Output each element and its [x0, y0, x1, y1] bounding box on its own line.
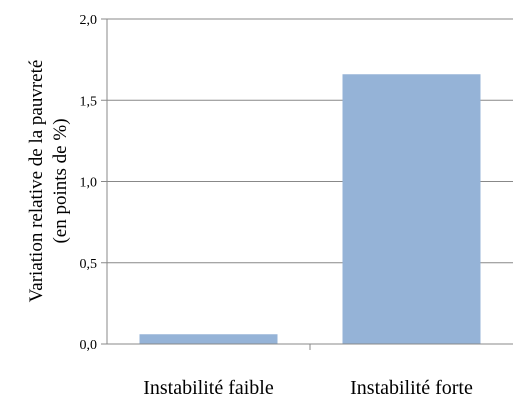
y-tick-label: 1,0: [80, 176, 98, 191]
y-tick-label: 0,0: [80, 338, 98, 353]
y-axis-title-line-1: Variation relative de la pauvreté: [26, 60, 47, 303]
bar: [139, 334, 278, 344]
y-axis-title-line-2: (en points de %): [50, 118, 71, 243]
bar: [342, 74, 481, 344]
category-label: Instabilité faible: [143, 377, 274, 399]
bars: [139, 74, 481, 344]
y-tick-label: 1,5: [80, 94, 98, 109]
category-label: Instabilité forte: [350, 377, 473, 399]
y-tick-label: 0,5: [80, 257, 98, 272]
category-labels: Instabilité faible Instabilité forte: [143, 377, 473, 399]
y-tick-label: 2,0: [80, 13, 98, 28]
y-axis-ticks: 0,0 0,5 1,0 1,5 2,0: [80, 13, 107, 353]
